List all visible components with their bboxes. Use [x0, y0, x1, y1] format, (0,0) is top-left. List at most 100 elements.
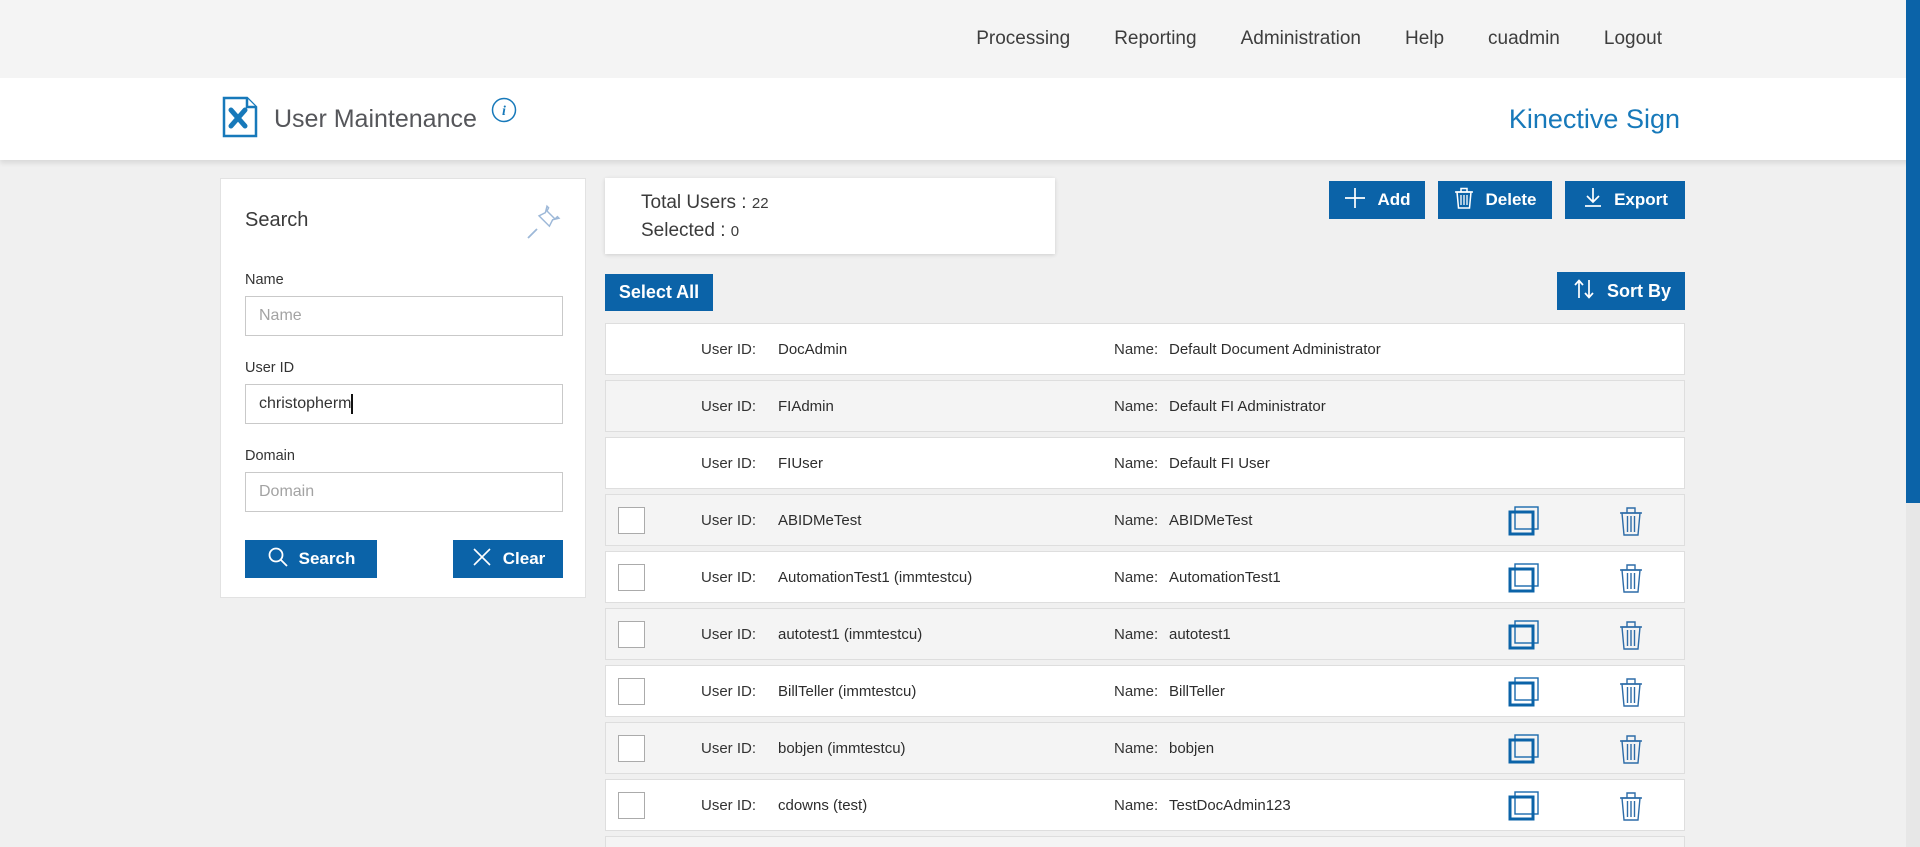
- summary-card: Total Users : 22 Selected : 0: [605, 178, 1055, 254]
- domain-field-label: Domain: [245, 448, 295, 464]
- table-row[interactable]: User ID: autotest1 (immtestcu) Name: aut…: [605, 608, 1685, 660]
- row-checkbox[interactable]: [618, 507, 645, 534]
- user-id-value: cdowns (test): [778, 797, 868, 814]
- user-id-label: User ID:: [701, 683, 757, 700]
- nav-administration[interactable]: Administration: [1240, 28, 1361, 49]
- nav-help[interactable]: Help: [1404, 28, 1445, 49]
- name-label: Name:: [1114, 569, 1159, 586]
- table-row[interactable]: User ID: FIUser Name: Default FI User: [605, 437, 1685, 489]
- nav-logout[interactable]: Logout: [1603, 28, 1662, 49]
- brand-kinective-sign: Kinective Sign: [1508, 103, 1680, 134]
- user-id-label: User ID:: [701, 626, 757, 643]
- info-icon[interactable]: i: [491, 97, 517, 128]
- copy-user-icon[interactable]: [1506, 789, 1542, 828]
- name-label: Name:: [1114, 512, 1159, 529]
- user-id-value: AutomationTest1 (immtestcu): [778, 569, 973, 586]
- total-users-label: Total Users :: [641, 192, 747, 213]
- user-id-field-label: User ID: [245, 360, 295, 376]
- user-id-label: User ID:: [701, 341, 757, 358]
- nav-user-cuadmin[interactable]: cuadmin: [1488, 28, 1560, 49]
- table-row[interactable]: User ID: ABIDMeTest Name: ABIDMeTest: [605, 494, 1685, 546]
- table-row[interactable]: User ID: AutomationTest1 (immtestcu) Nam…: [605, 551, 1685, 603]
- name-value: Default Document Administrator: [1169, 341, 1381, 358]
- content-area: Search Name User ID: [0, 160, 1920, 847]
- user-id-label: User ID:: [701, 398, 757, 415]
- copy-user-icon[interactable]: [1506, 618, 1542, 657]
- row-checkbox[interactable]: [618, 792, 645, 819]
- table-row[interactable]: User ID: BillTeller (immtestcu) Name: Bi…: [605, 665, 1685, 717]
- delete-user-icon[interactable]: [1618, 790, 1644, 827]
- user-id-value: bobjen (immtestcu): [778, 740, 906, 757]
- clear-button[interactable]: Clear: [453, 540, 563, 578]
- name-value: Default FI Administrator: [1169, 398, 1326, 415]
- name-label: Name:: [1114, 626, 1159, 643]
- table-row[interactable]: User ID: FIAdmin Name: Default FI Admini…: [605, 380, 1685, 432]
- toolbar: Add Delete: [1329, 181, 1685, 219]
- page-header: User Maintenance i Kinective Sign: [0, 78, 1920, 160]
- delete-button[interactable]: Delete: [1438, 181, 1552, 219]
- name-label: Name:: [1114, 341, 1159, 358]
- delete-user-icon[interactable]: [1618, 505, 1644, 542]
- user-id-value: autotest1 (immtestcu): [778, 626, 923, 643]
- domain-input[interactable]: [245, 472, 563, 512]
- user-list: User ID: DocAdmin Name: Default Document…: [605, 323, 1685, 847]
- row-checkbox[interactable]: [618, 621, 645, 648]
- name-value: ABIDMeTest: [1169, 512, 1253, 529]
- copy-user-icon[interactable]: [1506, 561, 1542, 600]
- copy-user-icon[interactable]: [1506, 675, 1542, 714]
- user-id-input[interactable]: [245, 384, 563, 424]
- nav-reporting[interactable]: Reporting: [1114, 28, 1197, 49]
- table-row[interactable]: User ID: cdowns (test) Name: TestDocAdmi…: [605, 779, 1685, 831]
- nav-processing[interactable]: Processing: [976, 28, 1071, 49]
- pin-icon[interactable]: [523, 203, 563, 248]
- download-icon: [1582, 186, 1604, 215]
- delete-user-icon[interactable]: [1618, 562, 1644, 599]
- selected-label: Selected :: [641, 220, 726, 241]
- row-checkbox[interactable]: [618, 678, 645, 705]
- trash-icon: [1453, 186, 1475, 215]
- name-field-label: Name: [245, 272, 284, 288]
- user-id-label: User ID:: [701, 455, 757, 472]
- delete-user-icon[interactable]: [1618, 619, 1644, 656]
- table-row[interactable]: User ID: Name:: [605, 836, 1685, 847]
- user-id-value: FIAdmin: [778, 398, 834, 415]
- user-id-label: User ID:: [701, 569, 757, 586]
- name-input[interactable]: [245, 296, 563, 336]
- name-label: Name:: [1114, 455, 1159, 472]
- name-value: autotest1: [1169, 626, 1231, 643]
- user-id-value: ABIDMeTest: [778, 512, 862, 529]
- search-icon: [267, 546, 289, 573]
- user-id-label: User ID:: [701, 512, 757, 529]
- vertical-scrollbar-thumb[interactable]: [1906, 0, 1920, 503]
- search-panel-title: Search: [245, 209, 309, 231]
- name-value: BillTeller: [1169, 683, 1225, 700]
- copy-user-icon[interactable]: [1506, 504, 1542, 543]
- delete-user-icon[interactable]: [1618, 733, 1644, 770]
- vertical-scrollbar-track[interactable]: [1906, 0, 1920, 847]
- svg-text:i: i: [502, 104, 506, 119]
- table-row[interactable]: User ID: DocAdmin Name: Default Document…: [605, 323, 1685, 375]
- total-users-value: 22: [751, 195, 769, 212]
- name-value: AutomationTest1: [1169, 569, 1281, 586]
- sort-by-button[interactable]: Sort By: [1557, 272, 1685, 310]
- row-checkbox[interactable]: [618, 735, 645, 762]
- add-button[interactable]: Add: [1329, 181, 1425, 219]
- name-value: TestDocAdmin123: [1169, 797, 1291, 814]
- user-maintenance-doc-icon: [222, 96, 258, 143]
- table-row[interactable]: User ID: bobjen (immtestcu) Name: bobjen: [605, 722, 1685, 774]
- name-value: Default FI User: [1169, 455, 1270, 472]
- sort-arrows-icon: [1571, 276, 1597, 307]
- user-id-value: FIUser: [778, 455, 823, 472]
- plus-icon: [1343, 186, 1367, 215]
- search-button[interactable]: Search: [245, 540, 377, 578]
- name-label: Name:: [1114, 740, 1159, 757]
- user-list-section: Total Users : 22 Selected : 0 Add: [605, 160, 1685, 847]
- select-all-button[interactable]: Select All: [605, 274, 713, 311]
- export-button[interactable]: Export: [1565, 181, 1685, 219]
- copy-user-icon[interactable]: [1506, 732, 1542, 771]
- page-title: User Maintenance: [274, 104, 477, 133]
- name-label: Name:: [1114, 398, 1159, 415]
- row-checkbox[interactable]: [618, 564, 645, 591]
- delete-user-icon[interactable]: [1618, 676, 1644, 713]
